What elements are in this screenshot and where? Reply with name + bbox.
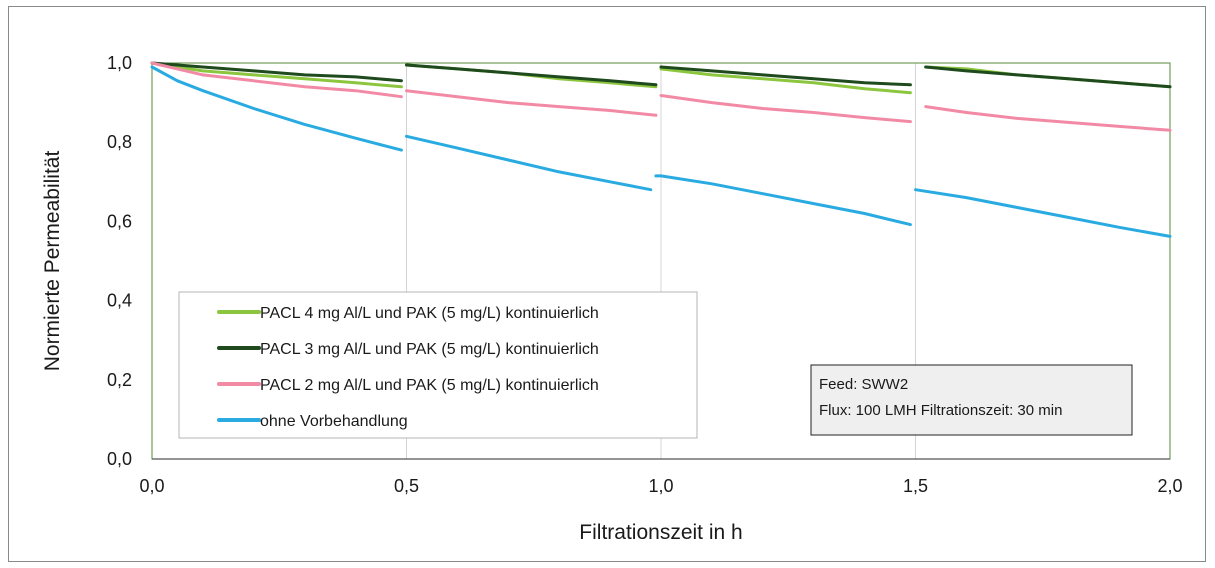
series-2-segment-4 [924, 65, 1172, 89]
series-2 [150, 61, 1172, 89]
x-tick-label: 1,5 [903, 476, 928, 496]
series-3-segment-4 [924, 105, 1172, 132]
series-4-segment-1 [150, 65, 403, 152]
legend-item: ohne Vorbehandlung [217, 413, 408, 430]
series-layer [150, 61, 1172, 238]
y-tick-label: 0,0 [107, 449, 132, 469]
legend-item: PACL 2 mg Al/L und PAK (5 mg/L) kontinui… [217, 377, 599, 394]
legend: PACL 4 mg Al/L und PAK (5 mg/L) kontinui… [178, 291, 698, 439]
series-4-segment-3 [654, 174, 912, 227]
series-4 [150, 65, 1172, 238]
x-tick-labels: 0,0 0,5 1,0 1,5 2,0 [139, 476, 1182, 496]
series-4-segment-4 [914, 188, 1172, 238]
series-3-segment-2 [405, 89, 658, 117]
x-tick-label: 2,0 [1157, 476, 1182, 496]
legend-label: PACL 3 mg Al/L und PAK (5 mg/L) kontinui… [260, 341, 599, 358]
legend-item: PACL 3 mg Al/L und PAK (5 mg/L) kontinui… [217, 341, 599, 358]
series-2-segment-1 [150, 61, 403, 83]
info-feed-text: Feed: SWW2 [819, 376, 908, 393]
series-2-segment-3 [659, 65, 912, 87]
y-tick-labels: 0,0 0,2 0,4 0,6 0,8 1,0 [107, 53, 132, 469]
series-4-segment-2 [405, 134, 653, 192]
legend-label: ohne Vorbehandlung [260, 413, 408, 430]
legend-items: PACL 4 mg Al/L und PAK (5 mg/L) kontinui… [217, 305, 599, 430]
y-tick-label: 0,8 [107, 132, 132, 152]
permeability-chart: 0,0 0,5 1,0 1,5 2,0 0,0 0,2 0,4 0,6 0,8 1,0 Filtr… [41, 53, 1183, 544]
info-box: Feed: SWW2 Flux: 100 LMH Filtrationszeit… [810, 364, 1133, 436]
series-3-segment-3 [659, 94, 912, 124]
chart-frame: 0,0 0,5 1,0 1,5 2,0 0,0 0,2 0,4 0,6 0,8 1,0 Filtr… [8, 6, 1206, 562]
x-tick-label: 1,0 [648, 476, 673, 496]
series-1-segment-1 [150, 61, 403, 89]
x-tick-label: 0,0 [139, 476, 164, 496]
y-tick-label: 0,6 [107, 211, 132, 231]
y-tick-label: 0,4 [107, 291, 132, 311]
legend-item: PACL 4 mg Al/L und PAK (5 mg/L) kontinui… [217, 305, 599, 322]
series-3-segment-1 [150, 61, 403, 99]
x-tick-label: 0,5 [394, 476, 419, 496]
y-tick-label: 1,0 [107, 53, 132, 73]
legend-label: PACL 2 mg Al/L und PAK (5 mg/L) kontinui… [260, 377, 599, 394]
x-axis-title: Filtrationszeit in h [579, 521, 742, 544]
series-3 [150, 61, 1172, 132]
y-tick-label: 0,2 [107, 370, 132, 390]
y-axis-title: Normierte Permeabilität [41, 151, 64, 372]
legend-label: PACL 4 mg Al/L und PAK (5 mg/L) kontinui… [260, 305, 599, 322]
series-1-segment-3 [659, 67, 912, 95]
info-box-background [810, 364, 1133, 436]
info-flux-text: Flux: 100 LMH Filtrationszeit: 30 min [819, 402, 1062, 419]
legend-box [178, 291, 698, 439]
series-2-segment-2 [405, 63, 658, 87]
